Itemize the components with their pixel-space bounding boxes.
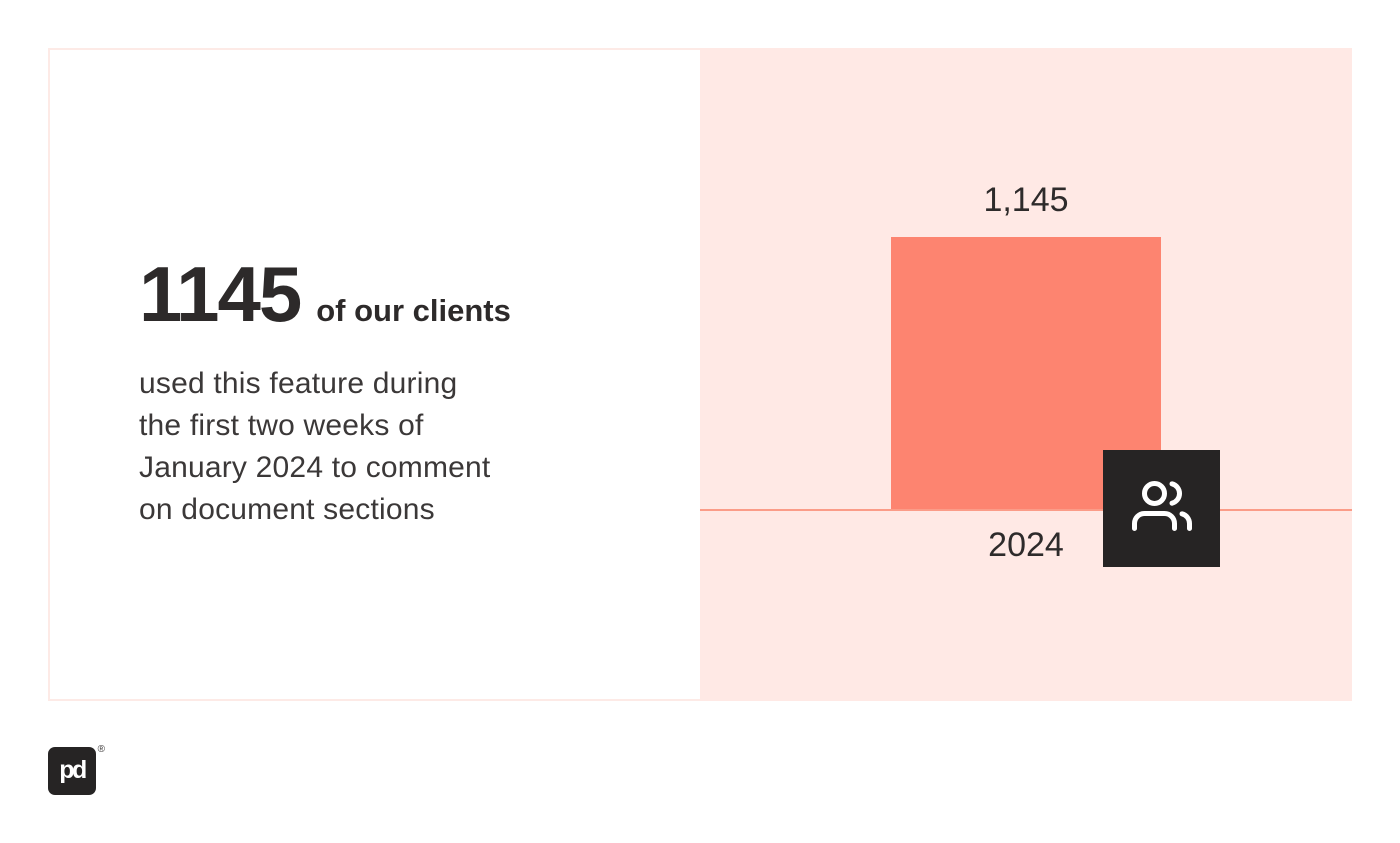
bar-value-label: 1,145 [983, 181, 1069, 219]
registered-trademark-mark: ® [97, 744, 105, 755]
stat-headline: 1145 of our clients [139, 255, 660, 333]
pandadoc-logo: pd ® [48, 744, 105, 795]
stat-description: used this feature during the first two w… [139, 367, 491, 526]
stat-card: 1145 of our clients used this feature du… [48, 48, 1352, 701]
x-axis-line [700, 509, 1352, 511]
users-icon [1131, 476, 1192, 541]
bar-chart-panel: 1,145 2024 [700, 48, 1352, 701]
logo-monogram: pd [59, 755, 87, 784]
stat-number: 1145 [139, 250, 302, 338]
users-icon-badge [1103, 450, 1220, 567]
bar-category-label: 2024 [988, 526, 1064, 564]
stat-text-panel: 1145 of our clients used this feature du… [48, 48, 700, 701]
stat-number-suffix: of our clients [316, 293, 511, 328]
